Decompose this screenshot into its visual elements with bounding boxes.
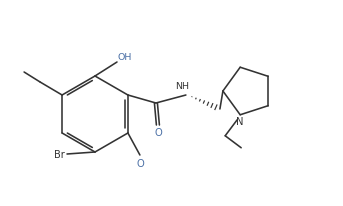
- Text: Br: Br: [54, 149, 65, 159]
- Text: O: O: [136, 158, 144, 168]
- Text: NH: NH: [175, 82, 189, 91]
- Text: OH: OH: [118, 53, 132, 62]
- Text: O: O: [154, 127, 162, 137]
- Text: N: N: [236, 116, 244, 126]
